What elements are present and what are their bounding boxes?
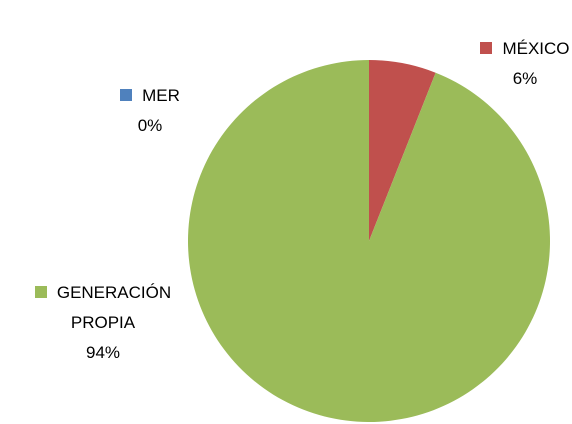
label-name-line: GENERACIÓN PROPIA bbox=[22, 278, 184, 338]
legend-key bbox=[480, 42, 493, 54]
pie-slice bbox=[188, 60, 550, 422]
legend-key bbox=[34, 286, 47, 298]
data-label: MER 0% bbox=[80, 81, 220, 141]
value-label: 6% bbox=[512, 69, 538, 88]
data-label: GENERACIÓN PROPIA 94% bbox=[22, 278, 184, 368]
category-label: MER bbox=[142, 86, 180, 105]
pie-slice bbox=[369, 60, 436, 241]
label-name-line: MÉXICO bbox=[445, 34, 572, 64]
label-name-line: MER bbox=[80, 81, 220, 111]
value-label: 94% bbox=[85, 343, 121, 362]
legend-key bbox=[120, 89, 133, 101]
value-label: 0% bbox=[137, 116, 163, 135]
category-label: MÉXICO bbox=[502, 39, 570, 58]
category-label: GENERACIÓN PROPIA bbox=[56, 283, 172, 332]
data-label: MÉXICO 6% bbox=[445, 34, 572, 94]
